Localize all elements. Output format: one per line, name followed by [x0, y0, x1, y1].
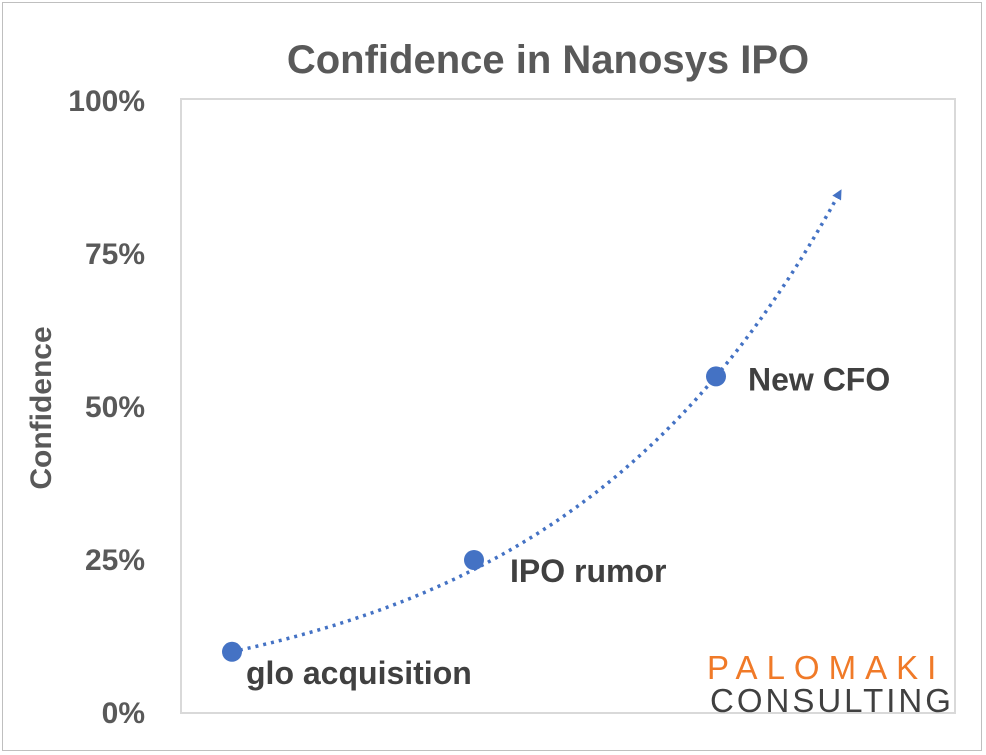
trend-line — [231, 189, 842, 654]
chart-svg: Confidence in Nanosys IPO Confidence 0% 2… — [25, 38, 956, 730]
point-label: New CFO — [748, 361, 890, 397]
data-point — [222, 641, 242, 662]
logo-line1: PALOMAKI — [707, 649, 945, 686]
y-tick-label: 0% — [102, 697, 145, 730]
point-label: IPO rumor — [510, 553, 666, 589]
plot-area — [180, 98, 956, 714]
chart-title: Confidence in Nanosys IPO — [287, 38, 809, 82]
data-point — [464, 550, 484, 570]
data-point — [706, 366, 726, 387]
y-tick-label: 75% — [85, 238, 145, 271]
point-labels: glo acquisition IPO rumor New CFO — [246, 361, 890, 690]
y-tick-label: 25% — [85, 544, 145, 577]
y-axis-label: Confidence — [25, 326, 58, 489]
data-points — [222, 366, 726, 662]
logo-line2: CONSULTING — [710, 682, 954, 719]
y-tick-labels: 0% 25% 50% 75% 100% — [68, 85, 145, 730]
y-tick-label: 100% — [68, 85, 145, 118]
y-tick-label: 50% — [85, 391, 145, 424]
point-label: glo acquisition — [246, 655, 472, 691]
